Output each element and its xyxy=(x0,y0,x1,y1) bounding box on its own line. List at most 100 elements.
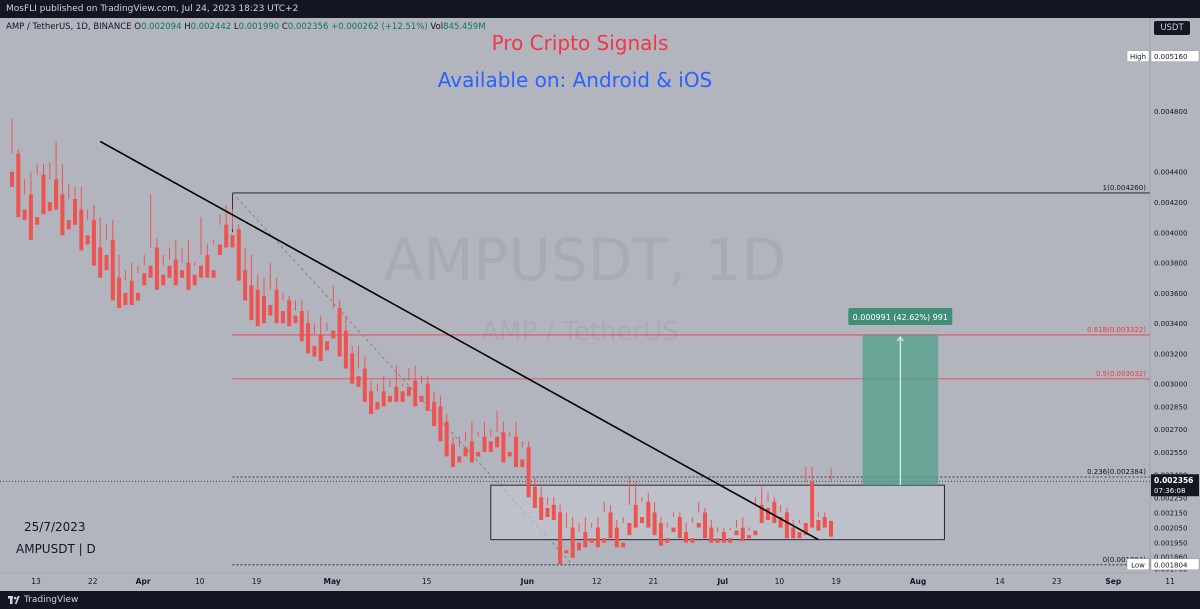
candle-body xyxy=(715,538,720,543)
candle-body xyxy=(451,444,455,467)
candle-body xyxy=(280,311,285,324)
legend-change: +0.000262 (+12.51%) xyxy=(331,22,428,32)
current-price-countdown: 07:36:08 xyxy=(1154,487,1185,495)
candle-body xyxy=(495,436,500,448)
time-tick-label: 11 xyxy=(1165,577,1175,586)
time-tick-label: 13 xyxy=(31,577,41,586)
candle-body xyxy=(614,527,619,548)
candle-body xyxy=(350,353,355,384)
candle-body xyxy=(154,247,159,290)
legend-close: 0.002356 xyxy=(287,22,329,32)
candle-body xyxy=(425,383,430,411)
candle-body xyxy=(627,523,632,536)
candle-body xyxy=(514,436,518,467)
candle-body xyxy=(375,401,380,410)
candle-body xyxy=(388,395,392,402)
price-tag-value: 0.001804 xyxy=(1154,561,1188,569)
measure-arrow-head xyxy=(896,336,904,342)
candle-body xyxy=(463,447,468,457)
measure-label: 0.000991 (42.62%) 991 xyxy=(853,313,948,322)
fib-level-label: 0.5(0.003032) xyxy=(1096,370,1146,378)
candle-body xyxy=(545,507,550,517)
candle-body xyxy=(41,174,46,215)
time-tick-label: Sep xyxy=(1105,577,1121,586)
price-tick-label: 0.004800 xyxy=(1154,108,1187,116)
candle-body xyxy=(47,202,52,212)
candle-body xyxy=(810,482,815,528)
price-tick-label: 0.001860 xyxy=(1154,553,1187,561)
price-tick-label: 0.001950 xyxy=(1154,540,1187,548)
price-tick-label: 0.002150 xyxy=(1154,509,1187,517)
candle-body xyxy=(822,516,827,528)
price-tick-label: 0.004400 xyxy=(1154,169,1187,177)
candle-body xyxy=(54,179,59,210)
candle-body xyxy=(230,235,235,248)
price-tag-bg xyxy=(1150,558,1200,571)
candle-body xyxy=(362,368,367,402)
candle-body xyxy=(369,391,374,414)
currency-button[interactable]: USDT xyxy=(1154,21,1190,35)
candle-body xyxy=(690,538,695,543)
candle-body xyxy=(652,512,657,536)
candle-body xyxy=(117,277,122,308)
candle-body xyxy=(104,255,109,271)
promo-title: Pro Cripto Signals xyxy=(491,31,669,55)
candle-body xyxy=(268,304,273,316)
price-tick-label: 0.003400 xyxy=(1154,320,1187,328)
candle-body xyxy=(205,255,210,278)
price-tick-label: 0.003000 xyxy=(1154,381,1187,389)
candle-body xyxy=(558,512,563,564)
price-chart[interactable]: AMPUSDT, 1D AMP / TetherUS 1(0.004260) 0.61… xyxy=(0,18,1200,591)
candle-body xyxy=(243,270,248,301)
candle-body xyxy=(595,527,600,548)
time-tick-label: Apr xyxy=(136,577,151,586)
candle-body xyxy=(161,274,166,286)
price-tag-label: High xyxy=(1130,53,1146,61)
candle-body xyxy=(255,289,260,327)
candle-body xyxy=(381,391,386,407)
candle-body xyxy=(123,292,128,305)
candle-body xyxy=(570,527,575,558)
time-tick-label: 14 xyxy=(995,577,1005,586)
downtrend-line xyxy=(99,140,819,541)
candle-body xyxy=(476,451,481,457)
current-price-tag-bg xyxy=(1151,474,1199,497)
candle-body xyxy=(91,220,96,266)
candle-body xyxy=(797,532,802,539)
candle-body xyxy=(640,516,644,524)
price-tick-label: 0.002550 xyxy=(1154,449,1187,457)
candle-body xyxy=(583,532,588,548)
candle-body xyxy=(186,262,191,290)
candle-body xyxy=(66,220,71,230)
time-tick-label: 12 xyxy=(592,577,602,586)
candle-body xyxy=(142,273,147,286)
candle-body xyxy=(413,380,418,407)
candle-body xyxy=(306,323,311,354)
candle-body xyxy=(684,532,689,543)
candle-body xyxy=(73,198,77,225)
time-tick-label: 10 xyxy=(775,577,785,586)
candle-body xyxy=(167,265,172,278)
candle-body xyxy=(721,532,726,543)
candle-body xyxy=(577,542,581,551)
time-tick-label: 22 xyxy=(88,577,98,586)
candle-body xyxy=(10,171,14,187)
candle-body xyxy=(180,270,185,278)
candle-body xyxy=(520,459,525,467)
candle-body xyxy=(488,441,493,452)
candle-body xyxy=(129,280,134,305)
candle-body xyxy=(85,235,90,245)
candle-body xyxy=(343,330,348,369)
candle-body xyxy=(444,421,449,457)
candle-body xyxy=(766,507,770,520)
candle-body xyxy=(79,209,84,251)
candle-body xyxy=(312,345,317,357)
candle-body xyxy=(671,527,676,533)
time-tick-label: 19 xyxy=(252,577,262,586)
price-tick-label: 0.002700 xyxy=(1154,426,1187,434)
price-tag-label-bg xyxy=(1126,50,1150,62)
candle-body xyxy=(551,504,556,520)
watermark-name: AMP / TetherUS xyxy=(481,317,679,347)
legend-volume-label: Vol xyxy=(430,22,444,32)
